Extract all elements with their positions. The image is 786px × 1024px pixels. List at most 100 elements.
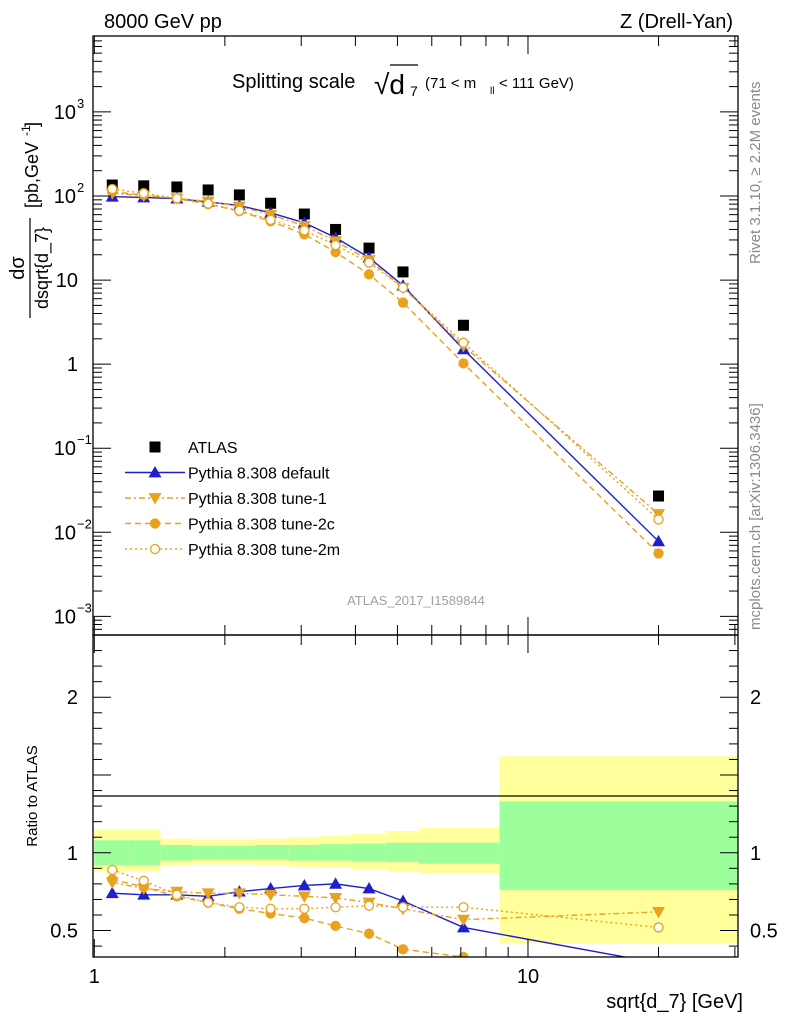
series-point (363, 269, 375, 280)
y-tick-label-exp: −3 (77, 600, 92, 615)
ratio-y-tick-label-left: 1 (67, 843, 78, 865)
ratio-series-point (265, 903, 276, 914)
series-line (112, 191, 660, 554)
ratio-y-tick-label-right: 0.5 (750, 921, 778, 943)
y-tick-label-base: 10 (54, 438, 76, 460)
axis-ticks (93, 35, 738, 957)
chart-title: Splitting scale √d 7 (71 < m ll < 111 Ge… (232, 64, 574, 100)
ratio-series-point (396, 894, 410, 906)
x-tick-label: 1 (89, 966, 100, 988)
legend-label: Pythia 8.308 tune-2c (188, 517, 335, 534)
y-tick-label: 10 2 (54, 180, 84, 208)
series-line (112, 188, 659, 520)
band-inner-bin (128, 840, 161, 866)
ratio-series-point (234, 902, 245, 913)
atlas-point (653, 490, 665, 502)
chart-title-subscript: 7 (410, 83, 418, 99)
band-inner-bin (160, 845, 193, 861)
y-tick-label-base: 10 (54, 606, 76, 628)
ratio-series-tune2m (107, 864, 664, 933)
y-tick-label-base: 10 (54, 186, 76, 208)
ratio-ylabel: Ratio to ATLAS (24, 745, 41, 846)
legend-entry-default: Pythia 8.308 default (125, 466, 330, 483)
ratio-series-point (456, 914, 470, 927)
ylabel-unit-end: ] (22, 122, 42, 127)
legend-entry-tune2c: Pythia 8.308 tune-2c (125, 517, 335, 534)
header-right-label: Z (Drell-Yan) (620, 11, 733, 33)
band-inner-bin (350, 843, 386, 862)
band-inner-bin (192, 845, 224, 860)
series-point (363, 257, 375, 268)
series-point (458, 358, 469, 369)
series-point (265, 214, 276, 226)
y-tick-label-base: 1 (67, 354, 78, 376)
ratio-series-point (330, 920, 341, 932)
ratio-series-point (397, 902, 409, 913)
reference-id-label: ATLAS_2017_I1589844 (347, 593, 485, 608)
series-tune2m (107, 183, 664, 525)
series-point (397, 282, 409, 293)
header-left-label: 8000 GeV pp (104, 11, 222, 33)
mcplots-label: mcplots.cern.ch [arXiv:1306.3436] (747, 403, 764, 630)
legend-label: Pythia 8.308 tune-2m (188, 542, 340, 559)
legend-label: ATLAS (188, 440, 238, 457)
y-tick-label-base: 10 (54, 102, 76, 124)
y-tick-label: 10 −1 (54, 432, 92, 460)
rivet-version-label: Rivet 3.1.10, ≥ 2.2M events (747, 82, 764, 265)
series-point (653, 514, 664, 525)
band-inner-bin (385, 842, 419, 863)
legend-marker (149, 543, 161, 555)
legend-entry-tune2m: Pythia 8.308 tune-2m (125, 542, 340, 559)
y-tick-label: 10 3 (54, 96, 84, 124)
ratio-series-point (363, 900, 375, 911)
ratio-series-point (299, 903, 310, 914)
ratio-series-point (297, 891, 311, 903)
ratio-y-tick-label-left: 2 (67, 687, 78, 709)
ratio-y-tick-label-right: 2 (750, 687, 761, 709)
ratio-series-line (112, 881, 659, 921)
ratio-panel-series (105, 864, 666, 980)
chart-title-symbol: √d (374, 69, 405, 100)
legend-marker (149, 518, 161, 529)
series-point (202, 198, 214, 209)
series-point (234, 205, 245, 216)
ylabel-denominator: dsqrt{d_7} (32, 227, 53, 309)
ratio-series-point (171, 889, 183, 900)
ratio-series-point (456, 920, 470, 933)
legend-label: Pythia 8.308 tune-1 (188, 491, 327, 508)
ratio-series-point (654, 971, 663, 980)
y-tick-label-exp: 3 (77, 96, 84, 111)
atlas-point (202, 184, 214, 196)
legend-entry-data: ATLAS (149, 440, 238, 457)
series-point (653, 548, 664, 559)
y-tick-label-exp: 2 (77, 180, 84, 195)
atlas-point (330, 223, 342, 235)
ylabel-unit-sup: -1 (19, 125, 33, 136)
atlas-point (171, 181, 183, 193)
ratio-panel-frame (92, 634, 739, 958)
chart-title-range: (71 < m (425, 75, 476, 92)
ratio-series-point (107, 864, 118, 876)
ratio-series-line (112, 869, 659, 929)
series-point (652, 534, 666, 547)
ratio-series-point (202, 897, 214, 908)
ratio-series-point (329, 893, 343, 905)
atlas-point (457, 319, 469, 331)
series-point (107, 183, 118, 195)
atlas-point (138, 180, 150, 192)
legend: ATLAS Pythia 8.308 default Pythia 8.308 tu… (125, 440, 340, 559)
y-tick-label-base: 10 (54, 522, 76, 544)
series-point (171, 193, 183, 204)
ratio-series-point (107, 874, 118, 885)
series-point (458, 337, 469, 348)
xlabel: sqrt{d_7} [GeV] (606, 991, 743, 1013)
y-tick-label: 10 −2 (54, 516, 92, 544)
x-tick-label: 10 (517, 966, 539, 988)
ratio-series-point (201, 888, 215, 900)
legend-marker (148, 493, 162, 505)
series-point (330, 240, 341, 251)
ratio-series-point (653, 922, 664, 933)
legend-marker (148, 466, 162, 478)
ratio-series-point (105, 886, 119, 899)
ratio-series-point (397, 944, 409, 955)
